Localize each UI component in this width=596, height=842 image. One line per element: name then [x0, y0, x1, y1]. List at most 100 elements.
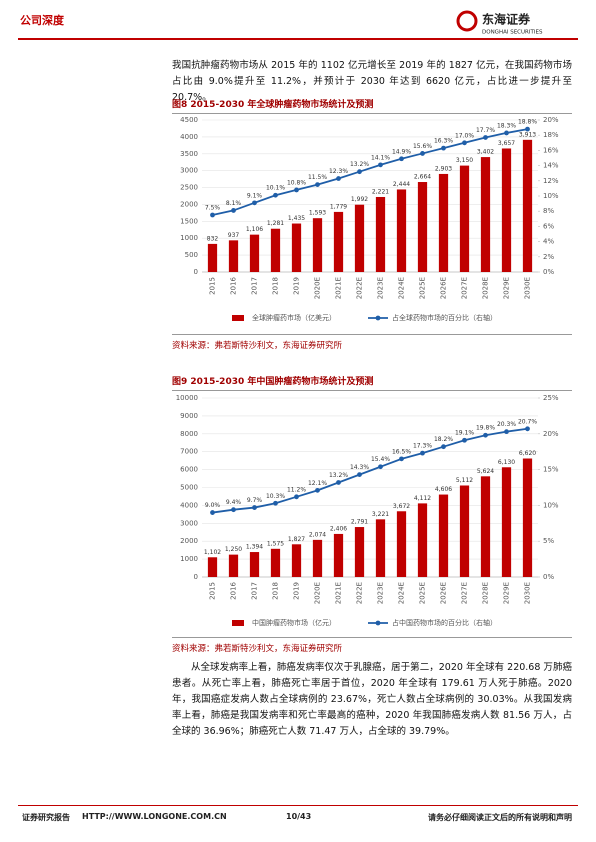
chart-title: 图8 2015-2030 年全球肿瘤药物市场统计及预测: [172, 97, 572, 114]
bar: [480, 157, 491, 272]
x-tick-label: 2029E: [503, 582, 511, 604]
line-marker: [483, 432, 488, 438]
bar-value-label: 3,150: [456, 157, 473, 164]
x-tick-label: 2017: [251, 582, 259, 600]
y-tick-label: 0: [194, 573, 198, 581]
bar-value-label: 2,903: [435, 165, 452, 172]
y-tick-label: 6000: [180, 466, 198, 474]
line-value-label: 9.4%: [226, 499, 242, 506]
bar: [291, 223, 302, 272]
x-tick-label: 2024E: [398, 582, 406, 604]
y2-tick-label: 0%: [543, 573, 554, 581]
line-value-label: 14.3%: [350, 464, 369, 471]
line-value-label: 18.3%: [497, 122, 516, 129]
bar-value-label: 1,593: [309, 210, 326, 217]
footer-right: 请务必仔细阅读正文后的所有说明和声明: [428, 813, 572, 822]
line-marker: [231, 507, 236, 513]
line: [212, 128, 528, 216]
line-marker: [420, 151, 425, 156]
line-value-label: 9.1%: [247, 192, 263, 199]
y-tick-label: 5000: [180, 484, 198, 492]
legend-label: 占中国药物市场的百分比（右轴）: [392, 618, 497, 627]
bar: [249, 234, 260, 272]
line-marker: [273, 192, 278, 198]
line-marker: [252, 505, 257, 510]
line-marker: [378, 162, 383, 168]
line-value-label: 17.3%: [413, 443, 432, 450]
bar-value-label: 1,992: [351, 196, 368, 203]
x-tick-label: 2025E: [419, 582, 427, 604]
y-tick-label: 2000: [180, 537, 198, 545]
y-tick-label: 500: [185, 251, 198, 259]
line-value-label: 14.1%: [371, 154, 390, 161]
bar: [312, 218, 323, 272]
y2-tick-label: 4%: [543, 238, 554, 246]
page-number: 10/43: [286, 812, 312, 821]
line-value-label: 13.2%: [350, 161, 369, 168]
line-marker: [420, 450, 425, 456]
x-tick-label: 2019: [293, 277, 301, 295]
bar-value-label: 6,130: [498, 459, 515, 466]
legend-swatch: [232, 315, 244, 321]
y-tick-label: 1500: [180, 217, 198, 225]
line-marker: [315, 487, 320, 493]
bar-value-label: 5,112: [456, 477, 473, 484]
line-marker: [525, 426, 530, 432]
bar: [354, 527, 365, 577]
line-marker: [315, 182, 320, 187]
line-marker: [399, 156, 404, 162]
logo-en: DONGHAI SECURITIES: [482, 30, 543, 36]
bar: [438, 494, 449, 577]
line-value-label: 18.8%: [518, 119, 537, 126]
logo-name: 东海证券: [482, 12, 531, 27]
line-marker: [357, 472, 362, 478]
bar-value-label: 1,281: [267, 220, 284, 227]
paragraph: 从全球发病率上看，肺癌发病率仅次于乳腺癌，居于第二，2020 年全球有 220.…: [172, 662, 572, 737]
bar: [459, 165, 470, 272]
bar-value-label: 5,624: [477, 468, 494, 475]
line-value-label: 11.2%: [287, 486, 306, 493]
line-value-label: 12.1%: [308, 480, 327, 487]
y2-tick-label: 15%: [543, 466, 559, 474]
bar-value-label: 1,575: [267, 540, 284, 547]
line-value-label: 17.0%: [455, 132, 474, 139]
line-value-label: 10.3%: [266, 493, 285, 500]
line-value-label: 17.7%: [476, 127, 495, 134]
x-tick-label: 2016: [230, 276, 238, 294]
y2-tick-label: 8%: [543, 207, 554, 215]
y2-tick-label: 18%: [543, 131, 559, 139]
legend-label: 中国肿瘤药物市场（亿元）: [252, 618, 336, 627]
line-value-label: 18.2%: [434, 436, 453, 443]
x-tick-label: 2028E: [482, 277, 490, 299]
bar: [522, 458, 533, 577]
line-value-label: 20.3%: [497, 421, 516, 428]
line-value-label: 7.5%: [205, 205, 221, 212]
bar: [333, 211, 344, 272]
line-marker: [210, 212, 215, 218]
line-value-label: 9.7%: [247, 497, 263, 504]
x-tick-label: 2024E: [398, 277, 406, 299]
line-value-label: 19.1%: [455, 430, 474, 437]
line: [212, 427, 528, 514]
line-marker: [336, 480, 341, 485]
x-tick-label: 2023E: [377, 277, 385, 299]
y2-tick-label: 0%: [543, 268, 554, 276]
bar: [396, 189, 407, 272]
y-tick-label: 4000: [180, 501, 198, 509]
bar: [228, 240, 239, 272]
bar: [522, 139, 533, 272]
line-marker: [462, 437, 467, 443]
bar-value-label: 832: [207, 235, 219, 242]
line-marker: [399, 456, 404, 462]
bar: [375, 519, 386, 577]
line-marker: [294, 187, 299, 193]
x-tick-label: 2018: [272, 277, 280, 295]
bar: [459, 485, 470, 577]
x-tick-label: 2030E: [524, 277, 532, 299]
y-tick-label: 10000: [176, 394, 198, 402]
bar-value-label: 3,672: [393, 503, 410, 510]
bar: [291, 544, 302, 577]
bar-value-label: 3,402: [477, 149, 494, 156]
x-tick-label: 2026E: [440, 277, 448, 299]
bar-value-label: 1,106: [246, 226, 263, 233]
